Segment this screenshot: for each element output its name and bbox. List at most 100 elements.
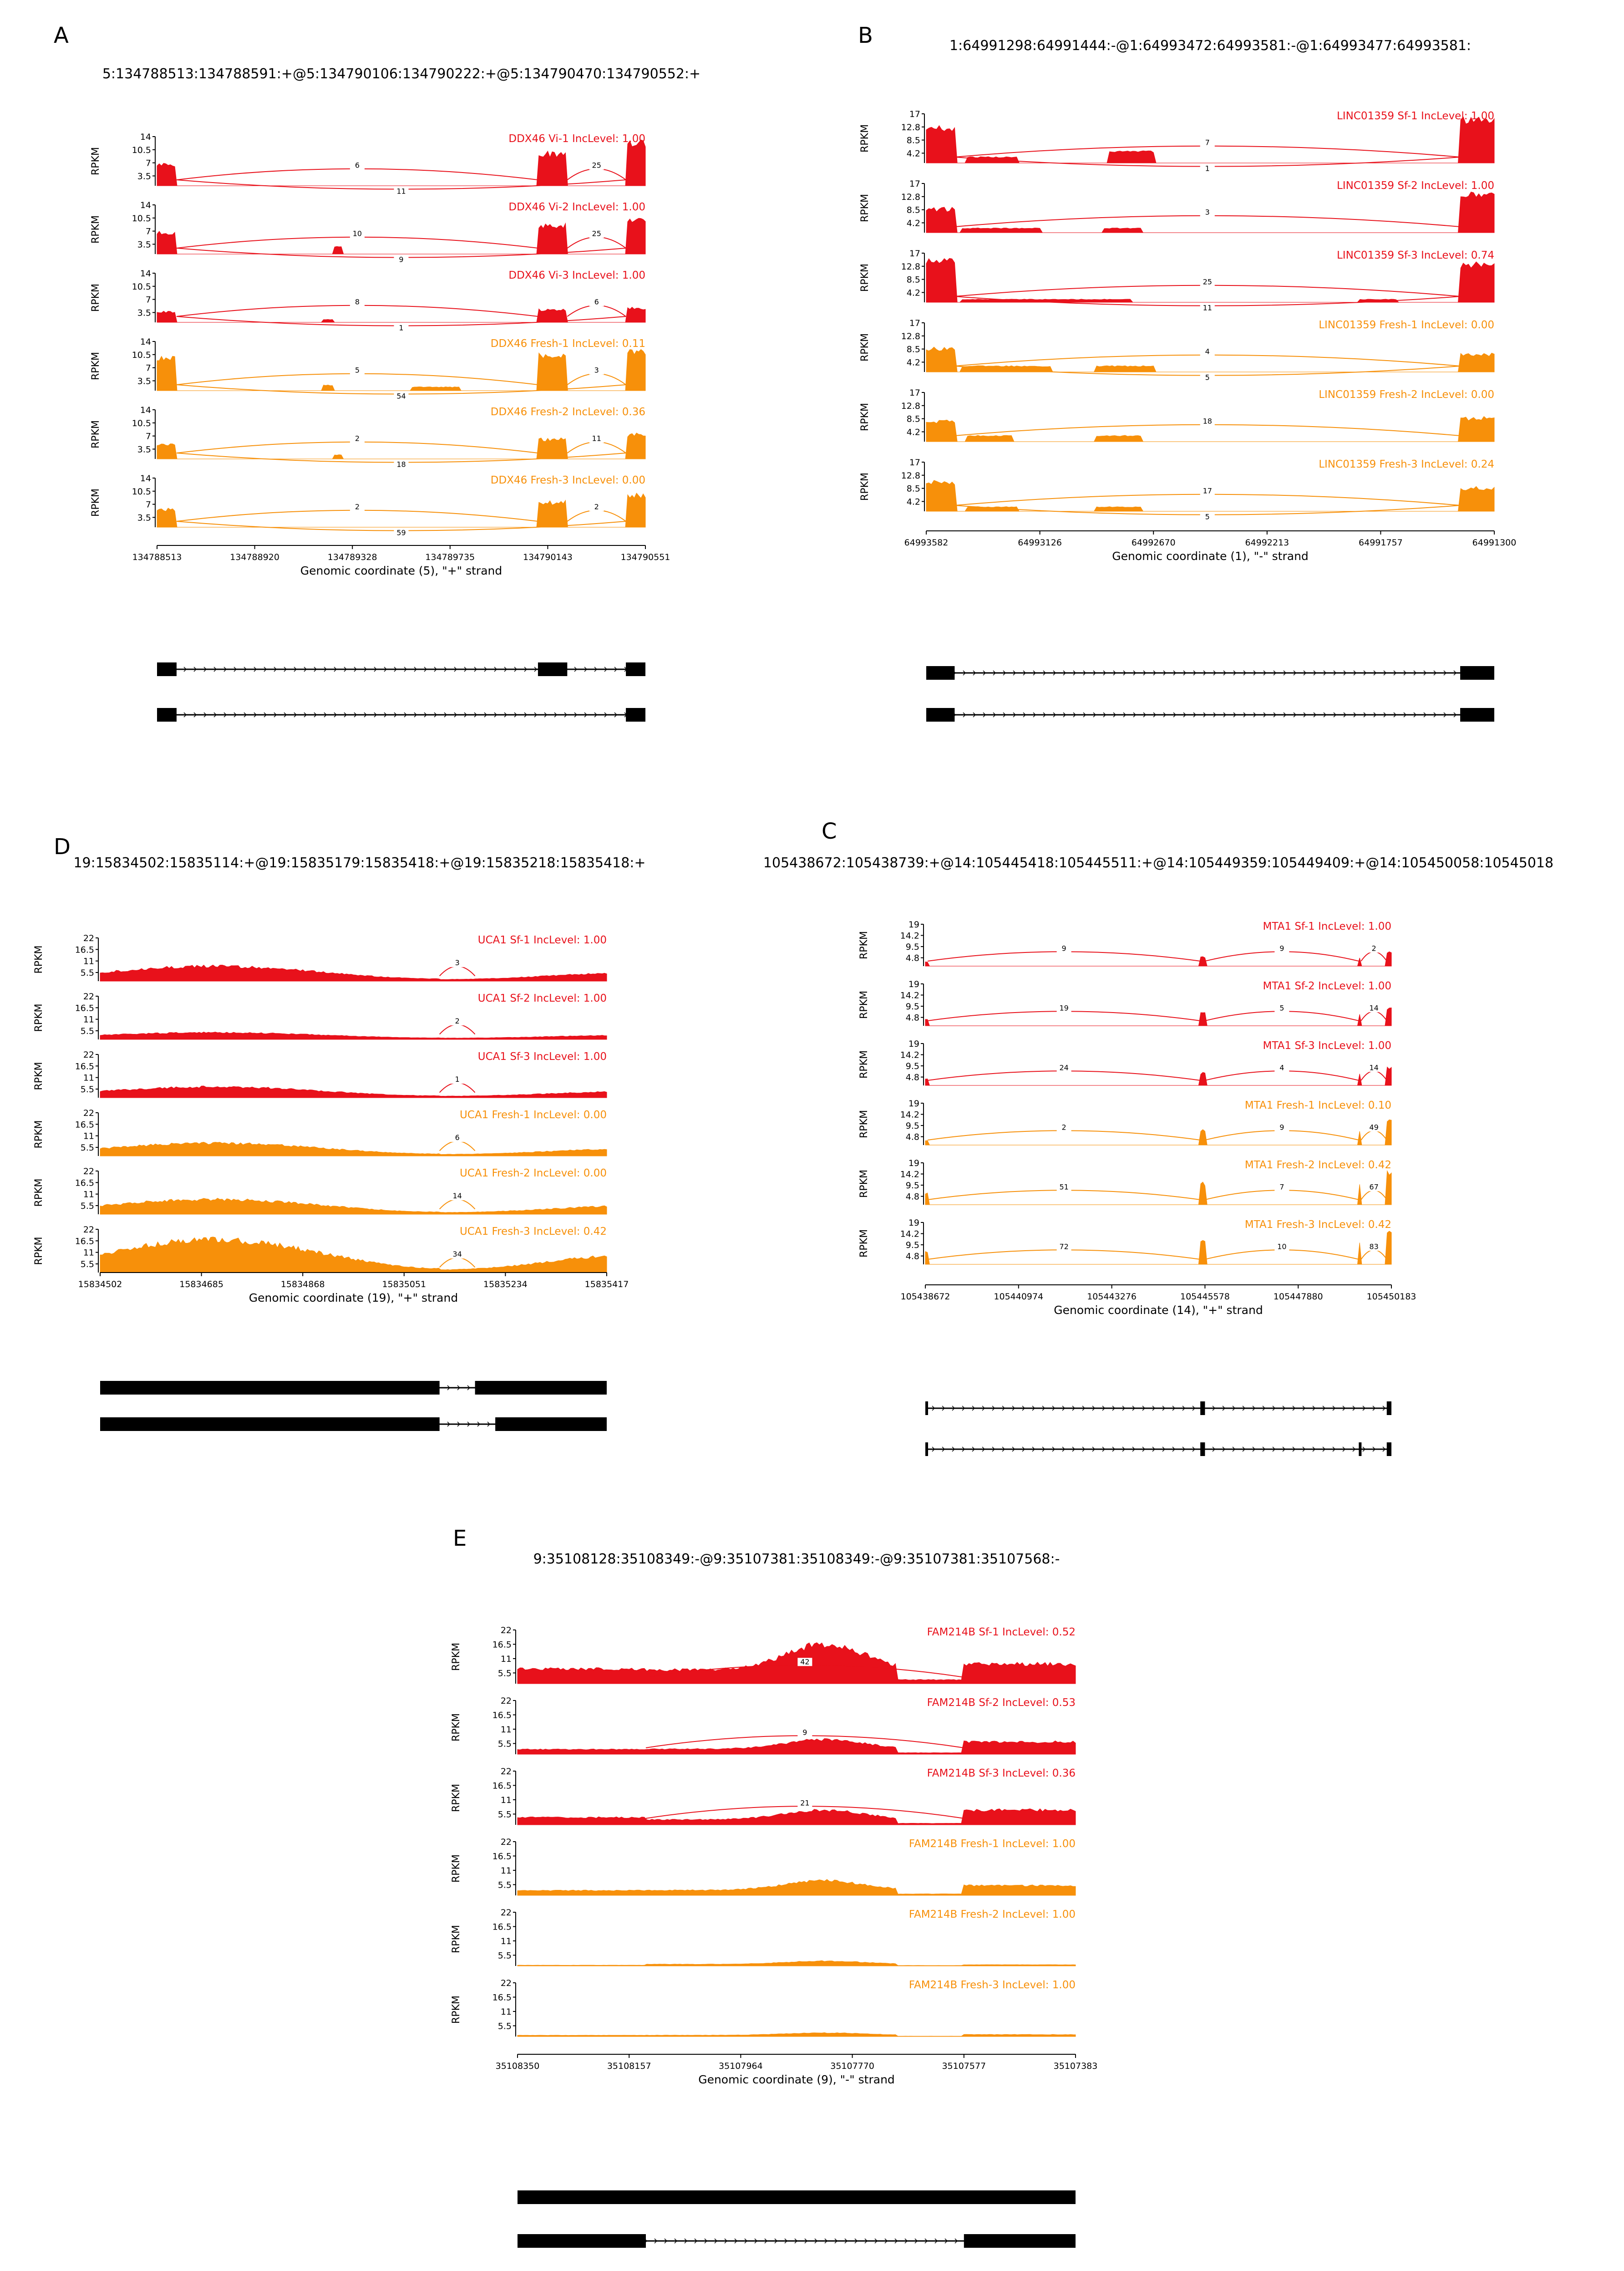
strand-arrow	[464, 712, 467, 718]
strand-arrow	[1323, 670, 1327, 676]
strand-arrow	[594, 712, 598, 718]
y-tick-label: 5.5	[498, 1950, 512, 1960]
junction-count: 83	[1369, 1242, 1378, 1251]
y-tick-label: 8.5	[907, 414, 920, 424]
y-axis-label: RPKM	[451, 1854, 462, 1883]
track-label: LINC01359 Sf-1 IncLevel: 1.00	[1337, 110, 1494, 122]
track-label: LINC01359 Sf-2 IncLevel: 1.00	[1337, 180, 1494, 192]
strand-arrow	[404, 712, 407, 718]
junction-arc	[439, 966, 476, 977]
track-label: DDX46 Fresh-1 IncLevel: 0.11	[491, 338, 645, 350]
x-tick-label: 105440974	[994, 1292, 1043, 1302]
exon-block	[1200, 1401, 1205, 1415]
junction-arc	[927, 1249, 1201, 1260]
transcript-model-1	[100, 1381, 607, 1395]
strand-arrow	[1183, 670, 1187, 676]
y-axis-label: RPKM	[33, 1179, 45, 1207]
y-axis-label: RPKM	[33, 1004, 45, 1032]
coverage-area	[926, 116, 1495, 163]
coverage-area	[926, 416, 1495, 442]
y-tick-label: 12.8	[901, 122, 920, 132]
strand-arrow	[1053, 712, 1056, 718]
strand-arrow	[1293, 670, 1297, 676]
y-tick-label: 22	[501, 1625, 512, 1635]
strand-arrow	[1093, 712, 1096, 718]
track-label: UCA1 Fresh-2 IncLevel: 0.00	[460, 1167, 607, 1179]
strand-arrow	[1163, 670, 1167, 676]
junction-label-bg	[1056, 1242, 1071, 1251]
y-tick-label: 3.5	[137, 171, 151, 181]
junction-label-bg	[1274, 1242, 1289, 1251]
strand-arrow	[304, 712, 307, 718]
y-tick-label: 11	[501, 1936, 512, 1946]
strand-arrow	[1002, 1446, 1005, 1452]
coverage-area	[926, 258, 1495, 303]
y-axis-label: RPKM	[33, 1120, 45, 1149]
strand-arrow	[1123, 712, 1127, 718]
strand-arrow	[1172, 1405, 1176, 1411]
strand-arrow	[344, 667, 347, 672]
y-tick-label: 8.5	[907, 205, 920, 215]
junction-arc	[567, 236, 626, 249]
strand-arrow	[1012, 1405, 1015, 1411]
y-axis-label: RPKM	[451, 1925, 462, 1953]
exon-block	[1200, 1442, 1205, 1456]
track-2: 19 14.29.54.8 RPKM MTA1 Sf-2 IncLevel: 1.00…	[858, 979, 1392, 1026]
strand-arrow	[1352, 1446, 1356, 1452]
strand-arrow	[1072, 1405, 1076, 1411]
strand-arrow	[1053, 670, 1056, 676]
panel-title: 105438672:105438739:+@14:105445418:10544…	[763, 855, 1553, 871]
strand-arrow	[1443, 712, 1447, 718]
strand-arrow	[604, 712, 608, 718]
panel-label-e: E	[453, 1526, 467, 1551]
y-tick-label: 19	[908, 1099, 919, 1109]
strand-arrow	[982, 1405, 985, 1411]
junction-count: 42	[800, 1657, 809, 1666]
y-tick-label: 22	[83, 1050, 94, 1060]
strand-arrow	[1253, 670, 1257, 676]
y-tick-label: 12.8	[901, 331, 920, 341]
strand-arrow	[1082, 1405, 1086, 1411]
y-axis-label: RPKM	[858, 1170, 870, 1198]
strand-arrow	[254, 667, 257, 672]
strand-arrow	[1262, 1405, 1266, 1411]
strand-arrow	[1453, 670, 1457, 676]
strand-arrow	[1162, 1446, 1166, 1452]
track-label: FAM214B Fresh-2 IncLevel: 1.00	[909, 1909, 1076, 1920]
coverage-area	[925, 1119, 1392, 1146]
strand-arrow	[774, 2238, 778, 2244]
y-tick-label: 9.5	[906, 942, 919, 952]
y-tick-label: 11	[83, 957, 94, 967]
strand-arrow	[834, 2238, 838, 2244]
x-tick-label: 15834868	[281, 1279, 325, 1289]
panel-label-a: A	[54, 23, 69, 48]
y-tick-label: 8.5	[907, 275, 920, 285]
strand-arrow	[1133, 670, 1137, 676]
y-axis-label: RPKM	[859, 194, 871, 222]
strand-arrow	[474, 667, 477, 672]
strand-arrow	[1143, 670, 1147, 676]
strand-arrow	[1183, 712, 1187, 718]
transcript-model-1	[925, 1401, 1391, 1415]
strand-arrow	[344, 712, 347, 718]
strand-arrow	[384, 712, 387, 718]
strand-arrow	[1223, 712, 1227, 718]
strand-arrow	[1033, 670, 1036, 676]
y-tick-label: 19	[908, 1218, 919, 1228]
strand-arrow	[284, 712, 287, 718]
y-tick-label: 11	[501, 1654, 512, 1664]
y-tick-label: 17	[909, 318, 920, 328]
y-tick-label: 5.5	[81, 1085, 94, 1095]
junction-arc	[954, 285, 1461, 297]
strand-arrow	[1383, 712, 1387, 718]
strand-arrow	[334, 667, 337, 672]
y-tick-label: 14	[140, 132, 151, 142]
strand-arrow	[784, 2238, 788, 2244]
track-label: UCA1 Fresh-1 IncLevel: 0.00	[460, 1109, 607, 1121]
y-axis-label: RPKM	[859, 333, 871, 362]
strand-arrow	[183, 712, 187, 718]
y-tick-label: 4.8	[906, 953, 919, 963]
strand-arrow	[844, 2238, 848, 2244]
y-tick-label: 16.5	[492, 1992, 512, 2002]
